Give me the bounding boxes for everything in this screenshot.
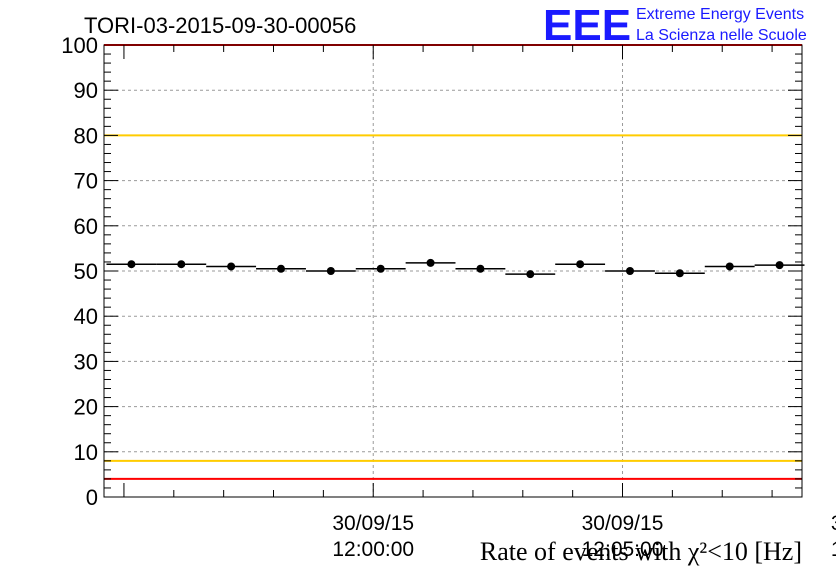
y-tick-label: 20 <box>74 395 98 420</box>
x-axis-title: Rate of events with χ²<10 [Hz] <box>480 537 802 566</box>
data-point <box>625 267 634 275</box>
data-point <box>675 269 684 278</box>
data-point <box>127 260 136 269</box>
data-point <box>276 264 285 273</box>
data-point <box>576 260 585 269</box>
y-tick-label: 50 <box>74 259 98 284</box>
y-tick-label: 60 <box>74 214 98 239</box>
y-tick-label: 70 <box>74 169 98 194</box>
data-point <box>526 270 535 279</box>
y-tick-label: 30 <box>74 349 98 374</box>
eee-logo: EEE Extreme Energy Events La Scienza nel… <box>543 1 807 50</box>
y-tick-label: 40 <box>74 304 98 329</box>
x-tick-date: 30/09/15 <box>831 512 836 535</box>
grid-lines <box>104 45 802 497</box>
y-tick-label: 80 <box>74 123 98 148</box>
x-tick-time: 12:00:00 <box>332 538 414 561</box>
y-tick-label: 100 <box>61 33 98 58</box>
data-point <box>177 260 186 269</box>
data-point <box>476 264 485 273</box>
y-tick-label: 90 <box>74 78 98 103</box>
data-point <box>426 258 435 267</box>
logo-line-2: La Scienza nelle Scuole <box>636 27 807 44</box>
x-tick-time: 12:05:00 <box>582 538 664 561</box>
data-point <box>725 262 734 271</box>
chart-title: TORI-03-2015-09-30-00056 <box>84 13 356 38</box>
data-point <box>227 262 236 271</box>
data-point <box>376 264 385 273</box>
data-point <box>775 261 784 270</box>
x-tick-date: 30/09/15 <box>582 512 664 535</box>
data-point <box>326 267 335 275</box>
logo-mark: EEE <box>543 1 631 50</box>
x-tick-date: 30/09/15 <box>332 512 414 535</box>
logo-line-1: Extreme Energy Events <box>636 6 804 23</box>
x-axis: 30/09/15 12:00:00 30/09/15 12:05:00 30/09/15… <box>123 45 836 561</box>
reference-lines <box>104 44 802 480</box>
data-series <box>106 258 805 279</box>
x-tick-time: 12:10:00 <box>831 538 836 561</box>
y-tick-label: 0 <box>86 485 98 510</box>
y-axis: 0 10 20 30 40 50 60 70 80 90 100 <box>61 33 802 510</box>
y-tick-label: 10 <box>74 440 98 465</box>
